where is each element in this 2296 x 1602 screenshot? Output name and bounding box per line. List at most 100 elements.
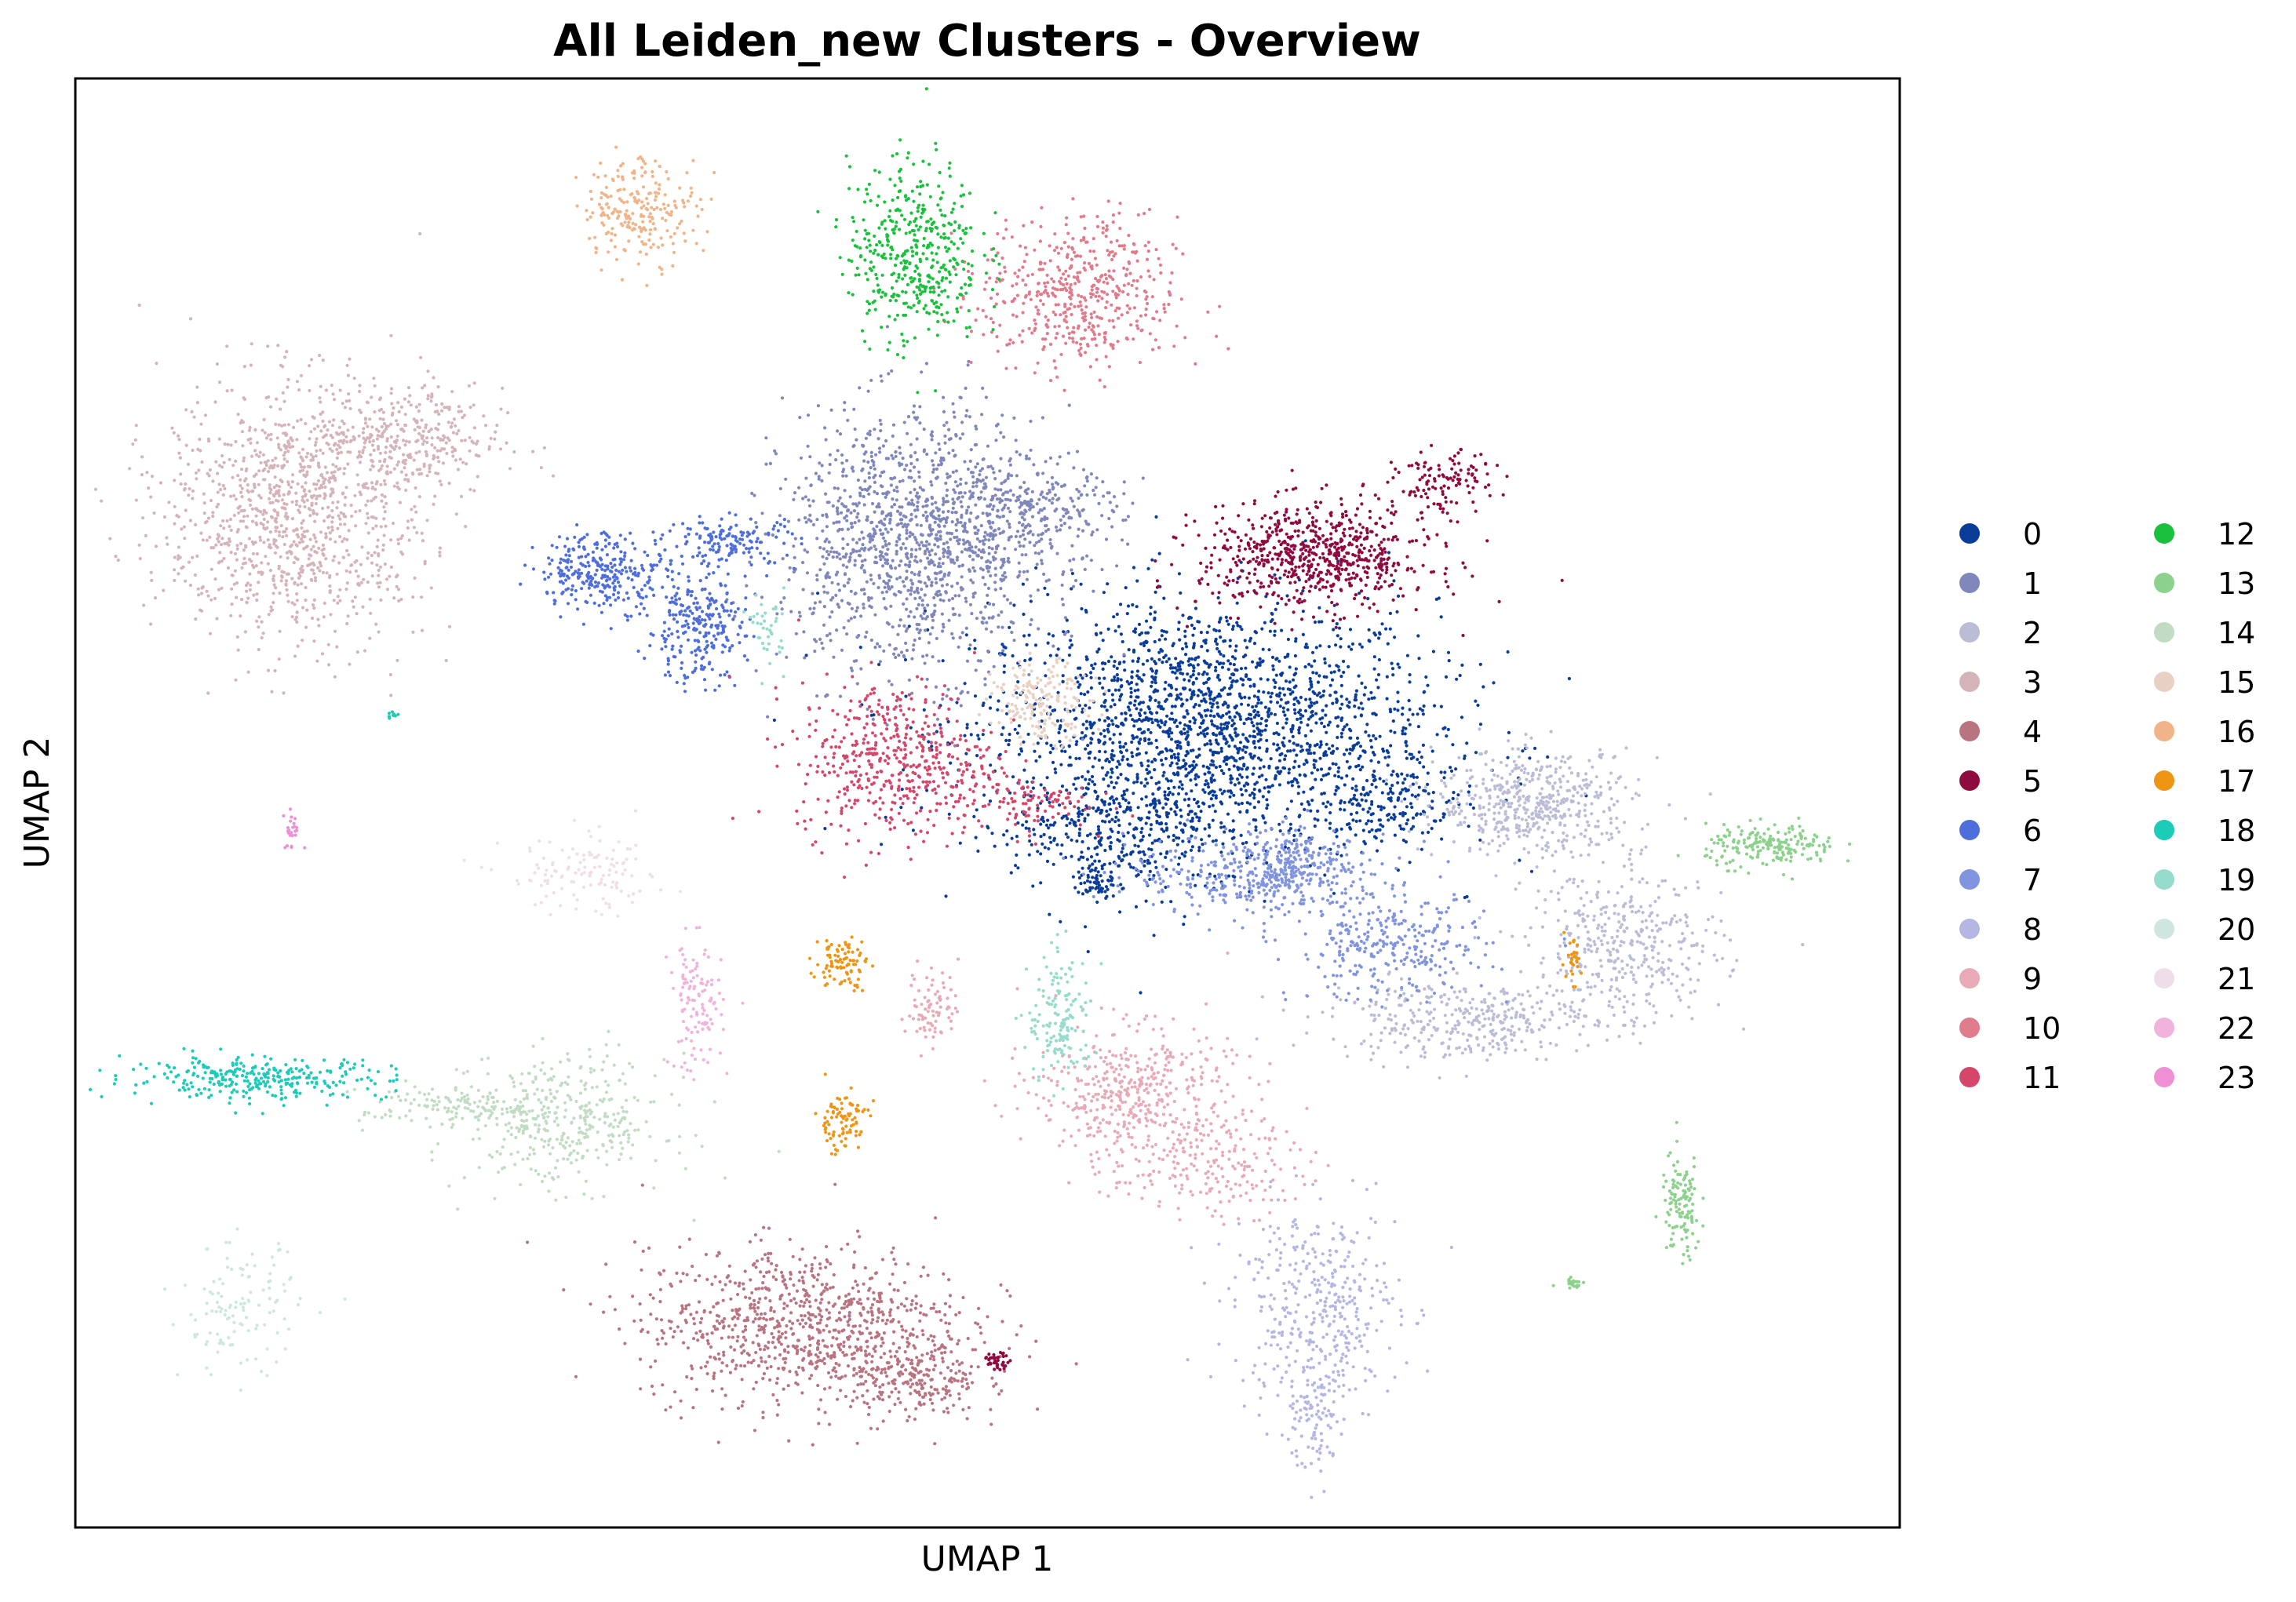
point-cluster-0 <box>1133 699 1137 703</box>
point-cluster-0 <box>1170 761 1174 765</box>
point-cluster-1 <box>760 595 764 599</box>
point-cluster-0 <box>1259 733 1263 737</box>
point-cluster-1 <box>1037 533 1040 537</box>
point-cluster-0 <box>1291 734 1295 739</box>
point-cluster-0 <box>1372 753 1376 757</box>
point-cluster-0 <box>1211 789 1215 793</box>
point-cluster-1 <box>992 664 996 668</box>
point-cluster-0 <box>903 657 908 662</box>
point-cluster-1 <box>1085 479 1089 483</box>
point-cluster-0 <box>1211 818 1215 822</box>
point-cluster-1 <box>913 638 917 643</box>
point-cluster-2 <box>1700 949 1704 953</box>
point-cluster-0 <box>1089 671 1093 675</box>
point-cluster-0 <box>1238 773 1242 777</box>
point-cluster-1 <box>1005 519 1009 523</box>
point-cluster-2 <box>1543 814 1547 818</box>
point-cluster-1 <box>858 554 862 558</box>
point-cluster-0 <box>1211 751 1215 755</box>
point-cluster-0 <box>1308 676 1312 681</box>
point-cluster-0 <box>1065 618 1069 622</box>
point-cluster-2 <box>1581 1025 1585 1029</box>
point-cluster-1 <box>890 683 894 686</box>
point-cluster-0 <box>1192 642 1196 646</box>
point-cluster-1 <box>862 570 867 574</box>
point-cluster-0 <box>1265 749 1269 753</box>
point-cluster-1 <box>981 512 985 515</box>
point-cluster-0 <box>1416 725 1420 729</box>
point-cluster-1 <box>904 563 908 567</box>
point-cluster-0 <box>1224 741 1228 745</box>
point-cluster-0 <box>1347 701 1351 705</box>
point-cluster-2 <box>1481 777 1485 781</box>
point-cluster-0 <box>1077 704 1081 708</box>
point-cluster-1 <box>825 512 829 517</box>
point-cluster-2 <box>1512 759 1516 763</box>
point-cluster-0 <box>1150 684 1153 688</box>
point-cluster-2 <box>1563 760 1567 764</box>
point-cluster-0 <box>1084 792 1088 796</box>
point-cluster-1 <box>1067 403 1071 407</box>
point-cluster-1 <box>1062 632 1066 636</box>
point-cluster-0 <box>1150 675 1154 679</box>
point-cluster-1 <box>785 655 789 659</box>
point-cluster-2 <box>1576 923 1580 927</box>
point-cluster-0 <box>1273 573 1277 577</box>
point-cluster-1 <box>1015 474 1019 478</box>
point-cluster-0 <box>1114 724 1118 728</box>
point-cluster-1 <box>982 482 986 486</box>
point-cluster-0 <box>1167 786 1171 791</box>
point-cluster-1 <box>846 542 850 547</box>
point-cluster-1 <box>962 529 966 533</box>
point-cluster-0 <box>1401 732 1405 736</box>
point-cluster-1 <box>899 559 903 563</box>
point-cluster-1 <box>932 701 936 705</box>
point-cluster-0 <box>1109 841 1113 845</box>
point-cluster-1 <box>771 533 775 537</box>
point-cluster-1 <box>921 544 925 548</box>
point-cluster-0 <box>1179 745 1183 748</box>
point-cluster-1 <box>957 613 961 617</box>
point-cluster-2 <box>1678 998 1682 1002</box>
point-cluster-1 <box>862 536 866 541</box>
point-cluster-0 <box>1207 785 1211 789</box>
point-cluster-2 <box>1540 925 1544 929</box>
point-cluster-1 <box>886 530 890 534</box>
point-cluster-1 <box>841 563 845 567</box>
point-cluster-0 <box>1057 730 1061 735</box>
point-cluster-0 <box>1132 703 1136 707</box>
point-cluster-0 <box>1192 797 1197 802</box>
point-cluster-0 <box>1366 792 1370 797</box>
point-cluster-1 <box>773 449 777 453</box>
point-cluster-2 <box>1627 954 1632 958</box>
point-cluster-0 <box>1401 827 1405 831</box>
point-cluster-1 <box>859 667 863 671</box>
point-cluster-1 <box>839 511 844 515</box>
point-cluster-1 <box>934 577 938 581</box>
point-cluster-1 <box>829 408 833 412</box>
point-cluster-1 <box>1040 533 1044 537</box>
point-cluster-0 <box>1372 769 1376 774</box>
point-cluster-1 <box>1000 482 1004 486</box>
point-cluster-0 <box>1378 777 1382 781</box>
point-cluster-0 <box>1186 752 1190 755</box>
point-cluster-0 <box>1358 754 1362 758</box>
point-cluster-0 <box>944 894 948 898</box>
point-cluster-1 <box>938 570 942 575</box>
point-cluster-0 <box>1277 746 1281 750</box>
point-cluster-0 <box>1095 809 1099 813</box>
point-cluster-0 <box>1368 830 1372 834</box>
point-cluster-0 <box>1025 643 1029 647</box>
point-cluster-1 <box>851 537 855 541</box>
point-cluster-0 <box>1314 777 1317 781</box>
point-cluster-0 <box>1102 701 1106 705</box>
point-cluster-1 <box>1017 561 1021 565</box>
point-cluster-0 <box>1334 643 1338 647</box>
point-cluster-1 <box>931 560 935 564</box>
point-cluster-0 <box>1134 905 1139 908</box>
point-cluster-1 <box>846 527 850 531</box>
point-cluster-1 <box>828 632 832 635</box>
point-cluster-2 <box>1629 898 1633 902</box>
point-cluster-2 <box>1613 939 1616 943</box>
point-cluster-0 <box>1415 775 1420 779</box>
